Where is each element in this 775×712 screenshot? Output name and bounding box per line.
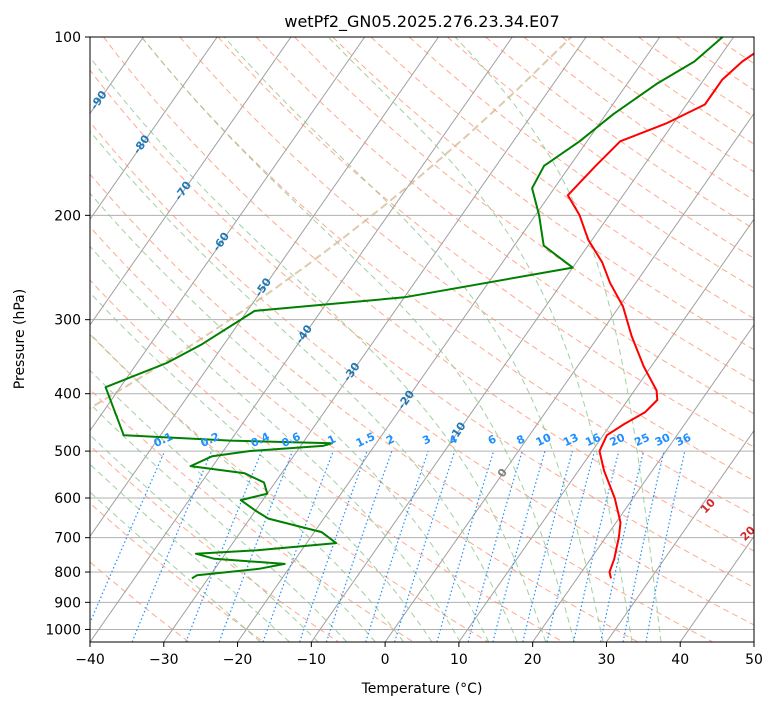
- isotherm-label: -60: [210, 230, 232, 254]
- mixing-ratio-label: 0.2: [199, 430, 222, 450]
- isotherm-label: -70: [172, 179, 194, 203]
- isotherm-label: -30: [341, 360, 363, 384]
- y-tick-label: 100: [54, 30, 81, 46]
- moist-adiabat-line: [0, 37, 432, 642]
- mixing-ratio-label: 3: [420, 432, 432, 447]
- mixing-ratio-label: 13: [561, 431, 580, 449]
- y-tick-label: 200: [54, 208, 81, 224]
- mixing-ratio-line: [366, 451, 428, 642]
- isotherm-line: [754, 37, 775, 642]
- dry-adiabat-line: [333, 37, 775, 642]
- y-tick-label: 300: [54, 313, 81, 329]
- moist-adiabat-line: [328, 37, 632, 642]
- mixing-ratio-line: [300, 451, 367, 642]
- y-tick-label: 500: [54, 444, 81, 460]
- dry-adiabat-line: [524, 37, 775, 642]
- moist-adiabat-line: [224, 37, 603, 642]
- y-axis-title: Pressure (hPa): [12, 289, 28, 389]
- mixing-ratio-line: [132, 451, 212, 642]
- x-tick-label: −30: [149, 652, 179, 668]
- dry-adiabat-line: [0, 37, 339, 642]
- isotherm-line: [0, 37, 217, 642]
- y-tick-label: 400: [54, 387, 81, 403]
- y-tick-label: 800: [54, 565, 81, 581]
- x-axis-title: Temperature (°C): [361, 681, 483, 697]
- x-tick-label: 10: [450, 652, 468, 668]
- dry-adiabat-line: [409, 37, 775, 642]
- dry-adiabat-line: [371, 37, 775, 642]
- dry-adiabat-line: [0, 37, 713, 642]
- moist-adiabat-line: [0, 37, 375, 642]
- dry-adiabat-line: [677, 37, 775, 642]
- mixing-ratio-line: [437, 451, 494, 642]
- isotherm-label: -20: [395, 388, 417, 412]
- mixing-ratio-label: 8: [515, 432, 527, 447]
- background-lines: [0, 37, 775, 642]
- chart-title: wetPf2_GN05.2025.276.23.34.E07: [284, 12, 559, 32]
- mixing-ratio-line: [326, 451, 391, 642]
- x-tick-label: 30: [598, 652, 616, 668]
- isotherm-line: [385, 37, 775, 642]
- isotherm-label: 0: [495, 466, 510, 480]
- temperature-line: [568, 37, 775, 578]
- dry-adiabat-line: [447, 37, 775, 642]
- dry-adiabat-line: [295, 37, 775, 642]
- y-tick-label: 900: [54, 595, 81, 611]
- dry-adiabat-line: [104, 37, 775, 642]
- isotherm-label: -50: [252, 275, 274, 299]
- x-tick-label: 0: [381, 652, 390, 668]
- y-tick-label: 600: [54, 491, 81, 507]
- dry-adiabat-line: [639, 37, 775, 642]
- mixing-ratio-label: 0.4: [249, 430, 272, 450]
- isotherm-line: [0, 37, 365, 642]
- dry-adiabat-line: [753, 37, 775, 642]
- moist-adiabat-line: [0, 37, 318, 642]
- mixing-ratio-label: 2: [384, 432, 396, 447]
- x-tick-label: −20: [223, 652, 253, 668]
- x-tick-label: −40: [75, 652, 105, 668]
- mixing-ratio-label: 36: [674, 431, 694, 449]
- x-tick-label: −10: [297, 652, 327, 668]
- dry-adiabat-line: [65, 37, 775, 642]
- isotherm-line: [606, 37, 775, 642]
- mixing-ratio-line: [623, 451, 664, 642]
- mixing-ratio-line: [547, 451, 595, 642]
- mixing-ratio-label: 25: [632, 431, 651, 449]
- dry-adiabat-line: [0, 37, 563, 642]
- dry-adiabat-label: 10: [698, 496, 718, 516]
- moist-adiabat-line: [142, 37, 575, 642]
- dry-adiabat-line: [0, 37, 413, 642]
- isotherm-line: [0, 37, 70, 642]
- isotherm-line: [680, 37, 775, 642]
- dry-adiabat-line: [256, 37, 775, 642]
- isotherm-label: -80: [131, 132, 153, 156]
- y-tick-label: 1000: [45, 622, 81, 638]
- wetbulb-curve: [0, 37, 571, 642]
- dry-adiabat-line: [715, 37, 775, 642]
- x-tick-label: 40: [671, 652, 689, 668]
- mixing-ratio-line: [574, 451, 619, 642]
- dry-adiabat-label: 20: [738, 523, 758, 543]
- isotherm-label: -90: [88, 88, 110, 112]
- mixing-ratio-label: 16: [583, 431, 603, 449]
- x-tick-label: 50: [745, 652, 763, 668]
- y-tick-label: 700: [54, 531, 81, 547]
- x-tick-label: 20: [524, 652, 542, 668]
